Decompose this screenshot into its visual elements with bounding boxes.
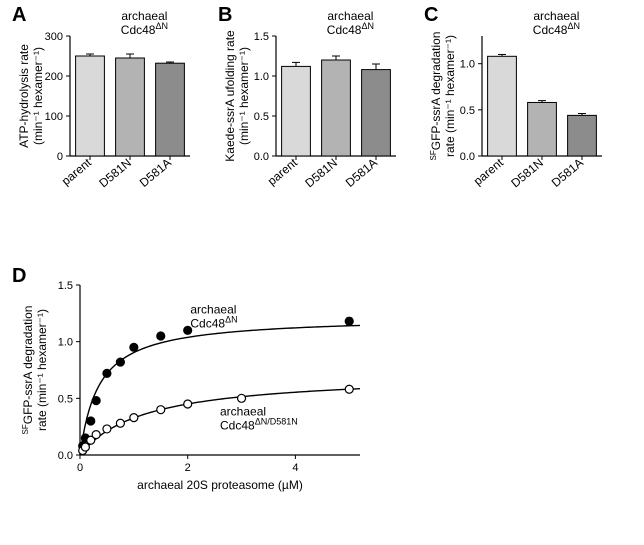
- y-axis-title-line2: (min⁻¹ hexamer⁻¹): [237, 47, 251, 145]
- y-tick-label: 0.0: [460, 151, 475, 163]
- y-tick-label: 1.5: [254, 31, 269, 43]
- bar-parent: [76, 56, 105, 156]
- x-tick-label: 2: [185, 462, 191, 474]
- y-tick-label: 300: [45, 31, 63, 43]
- data-point: [116, 358, 124, 366]
- panel-A: A 0 100 200 300 ATP-hydrolysis rate(min⁻¹ hex…: [12, 4, 212, 214]
- data-point: [345, 385, 353, 393]
- y-axis-title-line1: Kaede-ssrA ufolding rate: [223, 30, 237, 162]
- bar-parent: [488, 56, 517, 156]
- y-tick-label: 0.5: [254, 111, 269, 123]
- x-tick-label: 0: [77, 462, 83, 474]
- y-tick-label: 0.5: [460, 105, 475, 117]
- data-point: [157, 332, 165, 340]
- panel-B: B 0.0 0.5 1.0 1.5 Kaede-ssrA ufolding rate(mi…: [218, 4, 418, 214]
- y-tick-label: 0.5: [58, 393, 73, 405]
- bar-D581N: [322, 60, 351, 156]
- data-point: [92, 431, 100, 439]
- series-label-line2: Cdc48ΔN: [190, 314, 237, 330]
- x-category-label: parent: [471, 155, 507, 188]
- y-tick-label: 1.0: [58, 337, 73, 349]
- panel-C: C 0.0 0.5 1.0 SFGFP-ssrA degradationrate (mi…: [424, 4, 624, 214]
- data-point: [345, 317, 353, 325]
- x-axis-title: archaeal 20S proteasome (µM): [137, 478, 303, 492]
- bar-D581N: [528, 102, 557, 156]
- y-tick-label: 0.0: [254, 151, 269, 163]
- data-point: [87, 417, 95, 425]
- x-category-label: D581A: [549, 156, 586, 190]
- data-point: [184, 400, 192, 408]
- panel-label-D: D: [12, 265, 26, 288]
- data-point: [238, 394, 246, 402]
- bar-D581A: [568, 115, 597, 156]
- x-category-label: D581N: [508, 156, 546, 191]
- bar-parent: [282, 66, 311, 156]
- panel-label-A: A: [12, 4, 26, 27]
- x-category-label: D581A: [343, 156, 380, 190]
- annot-line2: Cdc48ΔN: [327, 21, 374, 37]
- annot-line2: Cdc48ΔN: [121, 21, 168, 37]
- y-tick-label: 200: [45, 71, 63, 83]
- panel-label-C: C: [424, 4, 438, 27]
- y-tick-label: 0: [57, 151, 63, 163]
- x-category-label: D581N: [96, 156, 134, 191]
- y-tick-label: 0.0: [58, 450, 73, 462]
- x-category-label: parent: [265, 155, 301, 188]
- x-tick-label: 4: [292, 462, 298, 474]
- data-point: [103, 369, 111, 377]
- y-tick-label: 1.5: [58, 280, 73, 292]
- y-axis-title-line2: rate (min⁻¹ hexamer⁻¹): [443, 35, 457, 157]
- bar-D581A: [156, 63, 185, 156]
- data-point: [81, 443, 89, 451]
- y-tick-label: 1.0: [460, 59, 475, 71]
- data-point: [130, 343, 138, 351]
- series-label-line2: Cdc48ΔN/D581N: [220, 416, 298, 432]
- data-point: [130, 414, 138, 422]
- data-point: [92, 397, 100, 405]
- x-category-label: D581N: [302, 156, 340, 191]
- data-point: [116, 419, 124, 427]
- y-tick-label: 100: [45, 111, 63, 123]
- y-tick-label: 1.0: [254, 71, 269, 83]
- data-point: [157, 406, 165, 414]
- data-point: [103, 425, 111, 433]
- bar-D581N: [116, 58, 145, 156]
- y-axis-title-line1: ATP-hydrolysis rate: [17, 44, 31, 148]
- panel-label-B: B: [218, 4, 232, 27]
- x-category-label: parent: [59, 155, 95, 188]
- y-axis-title-line1: SFGFP-ssrA degradation: [429, 32, 443, 161]
- y-axis-title-line2: rate (min⁻¹ hexamer⁻¹): [35, 309, 49, 431]
- y-axis-title-line1: SFGFP-ssrA degradation: [21, 306, 35, 435]
- x-category-label: D581A: [137, 156, 174, 190]
- annot-line2: Cdc48ΔN: [533, 21, 580, 37]
- bar-D581A: [362, 70, 391, 156]
- y-axis-title-line2: (min⁻¹ hexamer⁻¹): [31, 47, 45, 145]
- panel-D: D 0.0 0.5 1.0 1.5 0 2 4 SFGFP-ssrA degradationra…: [12, 265, 412, 525]
